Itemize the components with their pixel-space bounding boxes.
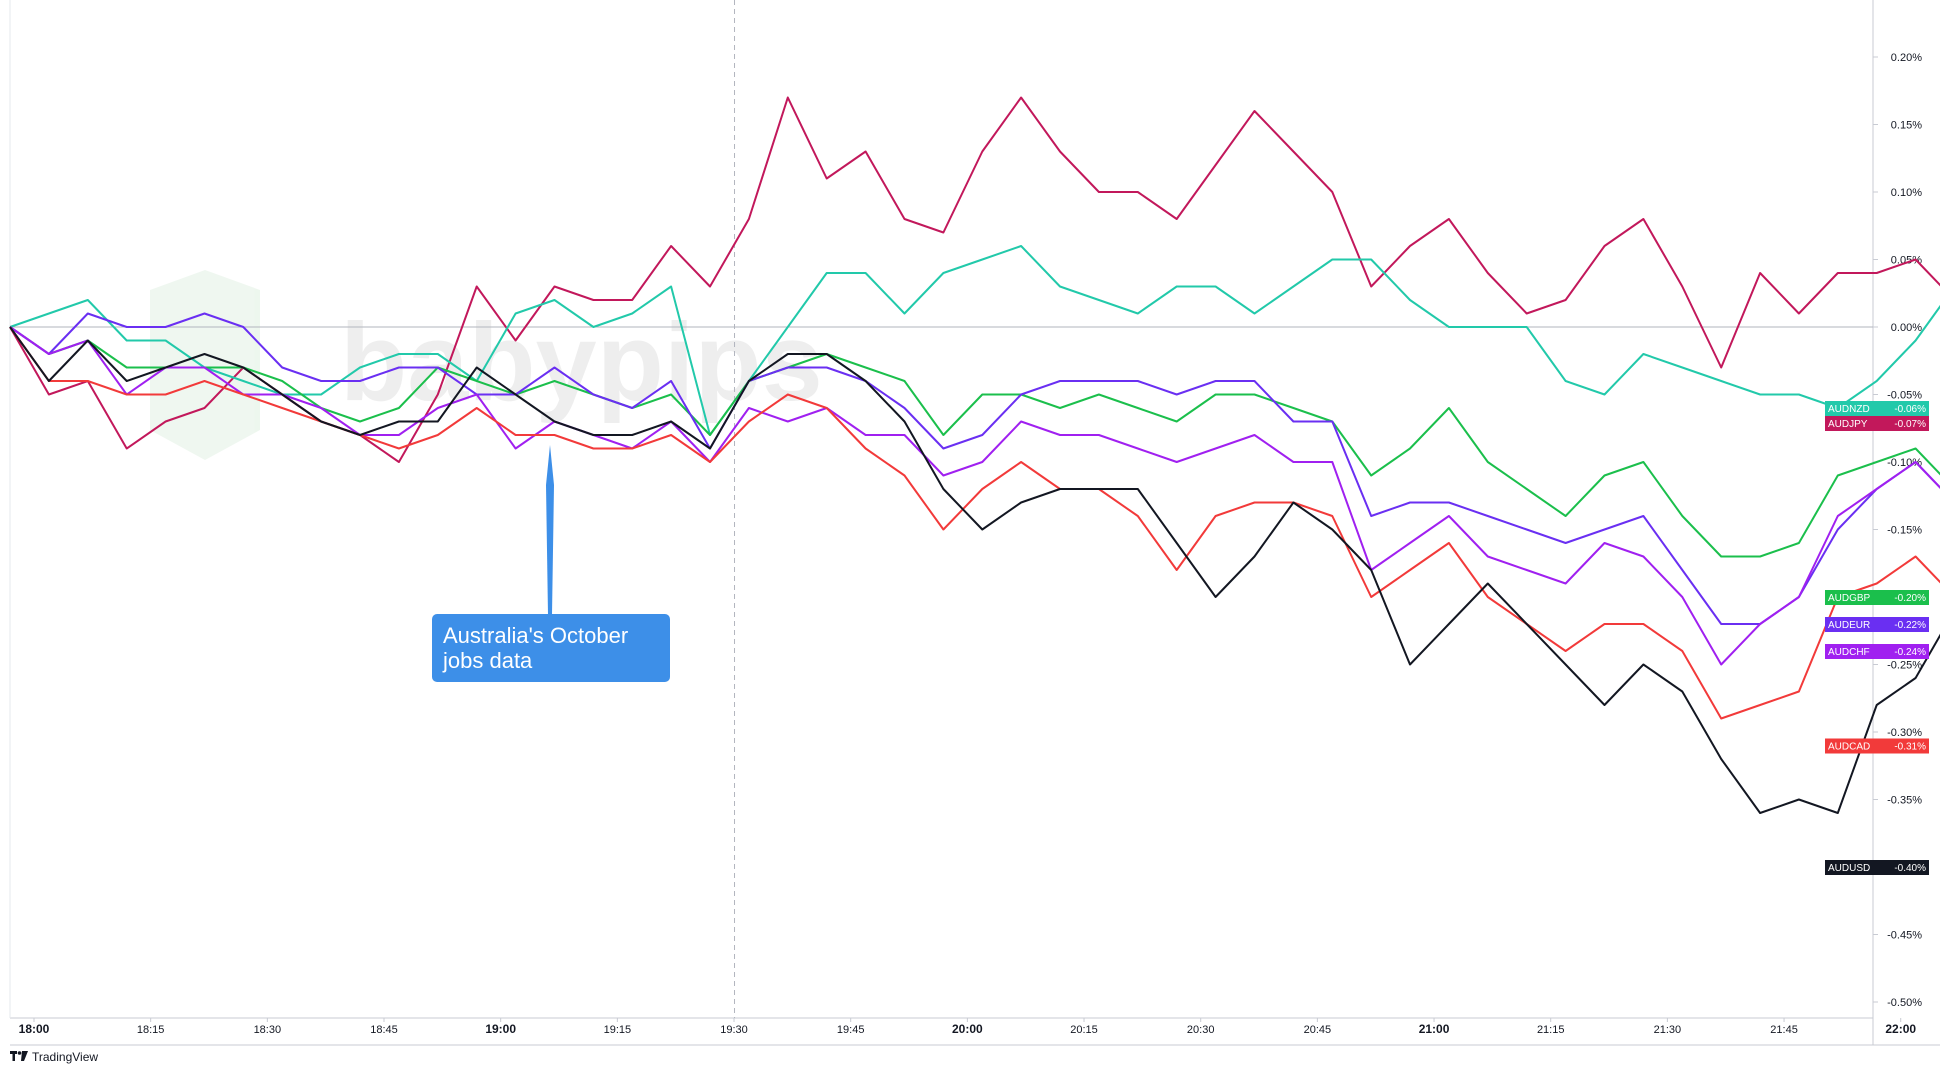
series-line-audusd[interactable] [9, 326, 1940, 935]
series-line-audchf[interactable] [9, 326, 1940, 732]
tradingview-logo-icon[interactable] [10, 1050, 28, 1064]
y-tick-label: -0.35% [1887, 795, 1922, 807]
x-tick-label: 21:30 [1654, 1024, 1682, 1036]
x-tick-label: 19:45 [837, 1024, 865, 1036]
callout-text-line1: Australia's October [443, 623, 628, 648]
x-tick-label: 18:00 [19, 1022, 50, 1036]
last-label-audgbp[interactable]: AUDGBP -0.20% [1825, 590, 1929, 605]
x-tick-label: 19:30 [720, 1024, 748, 1036]
last-label-audusd[interactable]: AUDUSD -0.40% [1825, 860, 1929, 875]
x-tick-label: 18:15 [137, 1024, 165, 1036]
last-label-value: -0.20% [1894, 593, 1926, 604]
last-label-value-bg [1879, 860, 1929, 875]
last-label-name: AUDGBP [1828, 593, 1871, 604]
x-tick-label: 19:00 [485, 1022, 516, 1036]
last-label-value-bg [1879, 738, 1929, 754]
last-label-audchf[interactable]: AUDCHF -0.24% [1825, 644, 1929, 659]
y-tick-label: 0.15% [1891, 120, 1922, 132]
y-tick-label: -0.50% [1887, 997, 1922, 1009]
last-label-value: -0.40% [1894, 863, 1926, 874]
x-tick-label: 21:00 [1419, 1022, 1450, 1036]
y-tick-label: 0.00% [1891, 322, 1922, 334]
footer-brand[interactable]: TradingView [32, 1050, 99, 1064]
last-label-value-bg [1879, 590, 1929, 605]
watermark-text: babypips [340, 301, 823, 424]
last-label-name: AUDCAD [1828, 742, 1870, 753]
x-tick-label: 22:00 [1885, 1022, 1916, 1036]
watermark: babypips [150, 270, 823, 460]
series-line-audnzd[interactable] [9, 245, 1940, 436]
y-tick-label: -0.30% [1887, 727, 1922, 739]
series-last-labels: AUDNZD -0.06% AUDJPY -0.07% AUDGBP -0.20% AUDE… [1825, 401, 1929, 875]
y-tick-label: 0.20% [1891, 52, 1922, 64]
x-tick-label: 21:15 [1537, 1024, 1565, 1036]
last-label-value-bg [1879, 401, 1929, 416]
last-label-name: AUDUSD [1828, 863, 1870, 874]
callout-text-line2: jobs data [442, 648, 533, 673]
last-label-name: AUDCHF [1828, 647, 1870, 658]
footer: TradingView [10, 1050, 98, 1064]
last-label-value: -0.22% [1894, 620, 1926, 631]
last-label-value: -0.31% [1894, 742, 1926, 753]
y-tick-label: -0.25% [1887, 660, 1922, 672]
last-label-audcad[interactable]: AUDCAD -0.31% [1825, 738, 1929, 754]
last-label-name-bg [1825, 738, 1879, 754]
y-tick-label: -0.45% [1887, 930, 1922, 942]
last-label-name-bg [1825, 416, 1879, 431]
last-label-value: -0.07% [1894, 419, 1926, 430]
callout-pointer-stem [546, 485, 554, 615]
y-tick-label: -0.15% [1887, 525, 1922, 537]
last-label-value: -0.24% [1894, 647, 1926, 658]
last-label-name-bg [1825, 860, 1879, 875]
callout-pointer [546, 445, 554, 485]
x-tick-label: 21:45 [1770, 1024, 1798, 1036]
last-label-value: -0.06% [1894, 404, 1926, 415]
last-label-name-bg [1825, 617, 1879, 632]
x-tick-label: 18:30 [254, 1024, 282, 1036]
last-label-value-bg [1879, 644, 1929, 659]
last-label-audeur[interactable]: AUDEUR -0.22% [1825, 617, 1929, 632]
last-label-value-bg [1879, 617, 1929, 632]
last-label-audjpy[interactable]: AUDJPY -0.07% [1825, 416, 1929, 431]
y-tick-label: 0.10% [1891, 187, 1922, 199]
y-tick-label: -0.10% [1887, 457, 1922, 469]
y-tick-label: -0.05% [1887, 390, 1922, 402]
x-tick-label: 19:15 [604, 1024, 632, 1036]
x-tick-label: 18:45 [370, 1024, 398, 1036]
x-axis-ticks: 18:00 18:15 18:30 18:45 19:00 19:15 19:30 19:45… [19, 1018, 1916, 1036]
x-tick-label: 20:00 [952, 1022, 983, 1036]
last-label-name-bg [1825, 401, 1879, 416]
last-label-value-bg [1879, 416, 1929, 431]
tradingview-logo-svg [10, 1051, 28, 1061]
last-label-name: AUDEUR [1828, 620, 1870, 631]
callout-box [432, 614, 670, 682]
last-label-name: AUDNZD [1828, 404, 1870, 415]
last-label-audnzd[interactable]: AUDNZD -0.06% [1825, 401, 1929, 416]
last-label-name-bg [1825, 590, 1879, 605]
x-tick-label: 20:45 [1304, 1024, 1332, 1036]
series-line-audcad[interactable] [9, 326, 1940, 800]
last-label-name: AUDJPY [1828, 419, 1868, 430]
x-tick-label: 20:15 [1070, 1024, 1098, 1036]
series-lines [9, 96, 1940, 935]
last-label-name-bg [1825, 644, 1879, 659]
series-line-audjpy[interactable] [9, 96, 1940, 517]
series-line-audgbp[interactable] [9, 326, 1940, 665]
watermark-hex-icon [150, 270, 260, 460]
y-tick-label: 0.05% [1891, 255, 1922, 267]
x-tick-label: 20:30 [1187, 1024, 1215, 1036]
annotation-callout[interactable]: Australia's October jobs data [432, 445, 670, 682]
